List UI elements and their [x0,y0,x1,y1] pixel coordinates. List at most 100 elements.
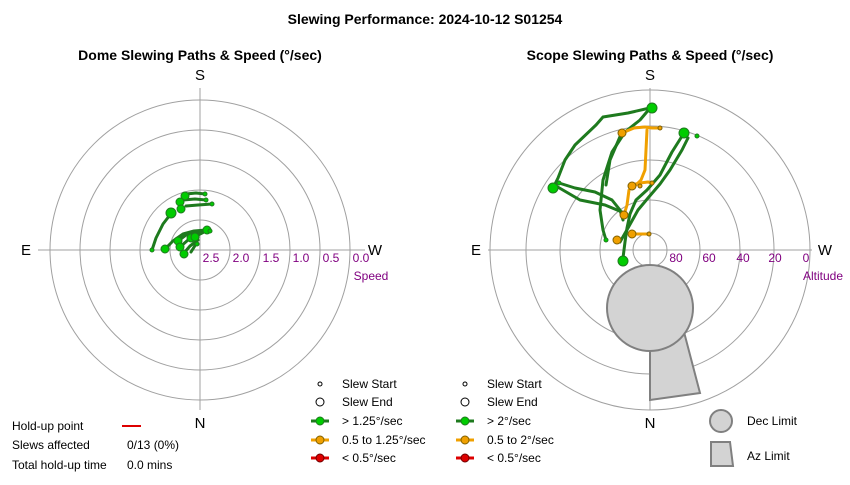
scope-slew-end-marker [617,255,629,267]
scope-legend-fast: > 2°/sec [487,414,531,428]
scope-dec-limit-region [606,264,694,352]
scope-slew-path [598,105,653,242]
dome-slew-end-marker [176,204,186,214]
scope-dir-e: E [471,242,481,259]
scope-slew-end-marker [619,210,629,220]
scope-slew-path [554,184,624,214]
dome-scale-label: 2.5 [203,251,220,265]
scope-slew-end-marker [612,235,622,245]
scope-slew-end-marker [646,102,658,114]
dome-legend-end: Slew End [342,395,393,409]
scope-slew-start-marker [649,180,655,186]
scope-legend-start: Slew Start [487,377,542,391]
scope-scale-label: 20 [768,251,782,265]
scope-dir-s: S [645,67,655,84]
scope-slew-path [551,105,656,190]
legend-medium-marker-icon [315,435,325,445]
scope-slew-start-marker [694,133,700,139]
scope-dir-w: W [818,242,833,259]
scope-slew-path [618,136,690,244]
scope-slew-start-marker [637,183,643,189]
dec-limit-label: Dec Limit [747,414,798,428]
legend-slew-start-icon [317,381,323,387]
dome-scale-label: 1.5 [263,251,280,265]
az-limit-icon [710,441,735,467]
dome-slew-path [184,202,214,208]
total-holdup-label: Total hold-up time [12,458,107,472]
scope-slew-end-marker [617,128,627,138]
dome-legend-medium: 0.5 to 1.25°/sec [342,433,426,447]
dome-polar-grid [38,88,365,410]
scope-altitude-scale: 80 60 40 20 0 Altitude [669,251,843,283]
dome-slew-end-marker [160,244,170,254]
slews-affected-label: Slews affected [12,438,90,452]
dome-dir-n: N [195,415,206,432]
scope-slew-end-marker [627,229,637,239]
scope-title: Scope Slewing Paths & Speed (°/sec) [527,47,774,63]
dome-slew-end-marker [175,242,185,252]
legend-medium-marker-icon [460,435,470,445]
scope-scale-title: Altitude [803,269,843,283]
dome-scale-label: 0.0 [353,251,370,265]
legend-fast-marker-icon [315,416,325,426]
scope-slew-path [604,130,624,187]
main-title: Slewing Performance: 2024-10-12 S01254 [288,11,563,27]
dome-slew-start-marker [194,241,200,247]
dome-dir-s: S [195,67,205,84]
dome-title: Dome Slewing Paths & Speed (°/sec) [78,47,322,63]
legend-slow-marker-icon [315,453,325,463]
dome-legend-slow: < 0.5°/sec [342,451,396,465]
scope-slew-path [634,128,649,187]
dome-slew-start-marker [202,191,208,197]
scope-slew-start-marker [556,180,562,186]
scope-slew-markers [547,102,700,267]
dome-slew-start-marker [209,201,215,207]
scope-fast-paths [551,105,690,260]
scope-slew-path [620,125,662,135]
scope-legend: Slew Start Slew End > 2°/sec 0.5 to 2°/s… [456,377,554,465]
dome-slew-end-marker [180,191,190,201]
scope-legend-medium: 0.5 to 2°/sec [487,433,554,447]
dome-dir-w: W [368,242,383,259]
dome-slew-start-marker [149,247,155,253]
dome-slew-markers [149,191,215,259]
scope-scale-label: 40 [736,251,750,265]
legend-slew-start-icon [462,381,468,387]
dome-slew-end-marker [190,232,200,242]
total-holdup-value: 0.0 mins [127,458,172,472]
dome-scale-label: 2.0 [233,251,250,265]
dome-scale-label: 0.5 [323,251,340,265]
legend-slew-end-icon [460,397,470,407]
dome-scale-title: Speed [354,269,389,283]
scope-slew-end-marker [627,181,637,191]
scope-legend-slow: < 0.5°/sec [487,451,541,465]
scope-slew-end-marker [678,127,690,139]
dome-scale-label: 1.0 [293,251,310,265]
dome-slew-path [184,191,207,196]
limit-legend: Dec Limit Az Limit [709,409,798,467]
dome-panel: Dome Slewing Paths & Speed (°/sec) S E W… [21,47,426,465]
dome-slew-start-marker [207,228,213,234]
scope-legend-end: Slew End [487,395,538,409]
slews-affected-value: 0/13 (0%) [127,438,179,452]
dome-legend-fast: > 1.25°/sec [342,414,403,428]
scope-dir-n: N [645,415,656,432]
dome-legend: Slew Start Slew End > 1.25°/sec 0.5 to 1… [311,377,426,465]
holdup-point-label: Hold-up point [12,419,84,433]
dome-speed-scale: 2.5 2.0 1.5 1.0 0.5 0.0 Speed [203,251,389,283]
scope-panel: Scope Slewing Paths & Speed (°/sec) S E … [456,47,843,467]
scope-slew-end-marker [547,182,559,194]
dome-slew-end-marker [165,207,177,219]
dome-slew-end-marker [179,249,189,259]
scope-slew-start-marker [657,125,663,131]
scope-slew-start-marker [603,237,609,243]
az-limit-label: Az Limit [747,449,790,463]
dome-dir-e: E [21,242,31,259]
scope-scale-label: 0 [803,251,810,265]
legend-slow-marker-icon [460,453,470,463]
dome-legend-start: Slew Start [342,377,397,391]
legend-slew-end-icon [315,397,325,407]
scope-scale-label: 80 [669,251,683,265]
